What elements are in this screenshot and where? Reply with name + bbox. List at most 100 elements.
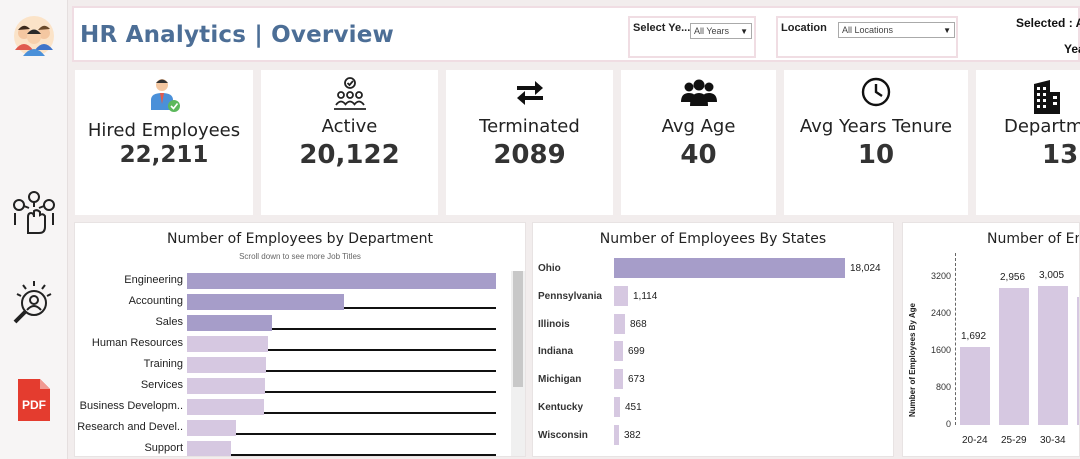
kpi-hired-employees: Hired Employees 22,211	[75, 70, 253, 215]
year-filter-label: Select Ye...	[633, 22, 691, 34]
age-bar[interactable]	[999, 287, 1029, 425]
kpi-value: 2089	[493, 140, 566, 170]
states-chart-panel: Number of Employees By States Ohio 18,024…	[532, 222, 894, 457]
department-chart-scrollbar[interactable]	[511, 271, 525, 456]
location-select-value: All Locations	[842, 25, 894, 35]
kpi-value: 10	[857, 140, 895, 170]
state-bar-value: 673	[628, 374, 645, 386]
age-chart-plot[interactable]: 3200 2400 1600 800 0 1,692 20-24 2,956 25-29 3,00…	[903, 253, 1079, 456]
dept-bar[interactable]	[187, 420, 236, 436]
age-y-tick: 800	[935, 381, 951, 392]
age-y-tick: 3200	[930, 270, 951, 281]
department-chart-panel: Number of Employees by Department Scroll…	[74, 222, 526, 457]
department-chart-plot[interactable]: Engineering Accounting Sales Human Resource…	[75, 268, 525, 456]
dept-bar[interactable]	[187, 378, 265, 394]
dept-reference-line	[187, 412, 496, 414]
kpi-value: 22,211	[119, 142, 209, 168]
dept-bar-label: Support	[144, 442, 183, 454]
year-select[interactable]: All Years ▼	[690, 23, 752, 39]
scroll-thumb[interactable]	[513, 271, 523, 387]
dept-reference-line	[187, 370, 496, 372]
dept-bar[interactable]	[187, 315, 272, 331]
location-filter: Location All Locations ▼	[776, 16, 958, 58]
kpi-value: 40	[680, 140, 717, 170]
states-chart-title: Number of Employees By States	[599, 231, 827, 247]
age-bar[interactable]	[1077, 297, 1079, 425]
state-bar-label: Kentucky	[538, 402, 584, 413]
year-filter: Select Ye... All Years ▼	[628, 16, 756, 58]
age-chart-axis	[955, 253, 956, 425]
dept-bar[interactable]	[187, 441, 231, 456]
dept-bar-label: Research and Devel..	[77, 421, 183, 433]
dept-bar-label: Human Resources	[91, 337, 183, 349]
age-x-tick: 20-24	[962, 435, 988, 446]
building-icon	[1032, 80, 1080, 116]
kpi-avg-years-tenure: Avg Years Tenure 10	[784, 70, 968, 215]
dept-bar-label: Services	[140, 379, 183, 391]
hand-network-icon[interactable]	[10, 188, 58, 236]
kpi-label: Avg Years Tenure	[799, 116, 953, 137]
dept-reference-line	[187, 433, 496, 435]
team-icon[interactable]	[10, 12, 58, 60]
dept-bar[interactable]	[187, 294, 344, 310]
clock-icon	[784, 76, 968, 108]
magnifier-person-icon[interactable]	[10, 278, 58, 326]
state-bar[interactable]	[614, 397, 620, 417]
dept-bar-label: Engineering	[124, 274, 183, 286]
pdf-icon[interactable]: PDF	[10, 376, 58, 424]
header-bar: HR Analytics | Overview Select Ye... All…	[72, 6, 1080, 62]
states-chart-plot[interactable]: Ohio 18,024 Pennsylvania 1,114 Illinois 868 In…	[533, 253, 893, 456]
age-bar[interactable]	[1038, 285, 1068, 425]
group-icon	[621, 78, 776, 108]
kpi-departments: Departme 13	[976, 70, 1080, 215]
state-bar-value: 699	[628, 346, 645, 358]
dept-bar[interactable]	[187, 357, 266, 373]
dept-bar[interactable]	[187, 336, 268, 352]
dept-bar-label: Business Developm..	[79, 400, 183, 412]
location-select[interactable]: All Locations ▼	[838, 22, 955, 38]
dept-reference-line	[187, 349, 496, 351]
state-bar-value: 18,024	[850, 263, 881, 274]
state-bar-label: Ohio	[538, 263, 561, 274]
age-bar-value: 1,692	[961, 330, 987, 342]
dept-bar-label: Sales	[155, 316, 183, 328]
department-chart-subtitle: Scroll down to see more Job Titles	[239, 252, 361, 261]
age-bar-value: 2,956	[1000, 271, 1026, 283]
state-bar-label: Pennsylvania	[538, 290, 602, 302]
location-filter-label: Location	[781, 22, 827, 34]
state-bar[interactable]	[614, 369, 623, 390]
age-bar[interactable]	[960, 346, 990, 425]
dept-bar[interactable]	[187, 273, 496, 289]
age-x-tick: 25-29	[1001, 435, 1027, 446]
state-bar[interactable]	[614, 313, 625, 334]
state-bar-value: 451	[625, 402, 642, 413]
dept-bar-label: Training	[143, 358, 183, 370]
state-bar[interactable]	[614, 341, 623, 362]
dept-reference-line	[187, 391, 496, 393]
state-bar[interactable]	[614, 258, 845, 278]
department-chart-title: Number of Employees by Department	[166, 231, 434, 247]
kpi-value: 20,122	[299, 140, 400, 170]
kpi-value: 13	[1042, 140, 1079, 170]
pdf-icon-label: PDF	[22, 398, 46, 412]
state-bar-label: Wisconsin	[538, 429, 588, 441]
selected-filter-summary: Selected : A	[1016, 16, 1080, 30]
kpi-active: Active 20,122	[261, 70, 438, 215]
active-team-icon	[261, 76, 438, 112]
dept-bar[interactable]	[187, 399, 264, 415]
state-bar[interactable]	[614, 285, 628, 306]
dept-bar-label: Accounting	[128, 295, 183, 307]
age-chart-title: Number of Em	[987, 231, 1080, 247]
state-bar-value: 1,114	[633, 290, 658, 302]
kpi-label: Terminated	[479, 116, 580, 137]
age-bar-value: 3,005	[1039, 269, 1065, 281]
kpi-label: Hired Employees	[87, 120, 241, 141]
age-y-tick: 1600	[930, 344, 951, 355]
state-bar-label: Michigan	[538, 374, 582, 386]
state-bar[interactable]	[614, 424, 619, 445]
state-bar-label: Illinois	[538, 318, 570, 330]
kpi-label: Avg Age	[661, 116, 736, 137]
chevron-down-icon: ▼	[943, 26, 951, 35]
year-select-value: All Years	[694, 26, 730, 36]
dept-reference-line	[187, 454, 496, 456]
